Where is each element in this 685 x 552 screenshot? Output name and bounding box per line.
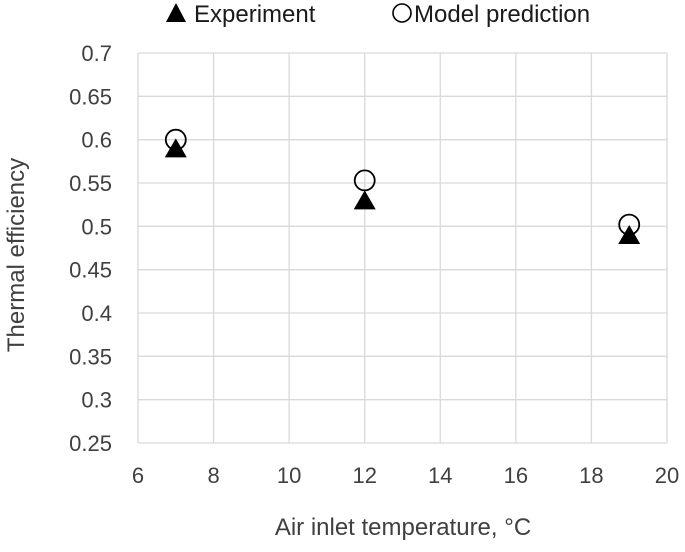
experiment-point — [353, 190, 376, 210]
legend-triangle-icon — [166, 3, 186, 22]
y-tick-label: 0.55 — [69, 171, 112, 196]
x-tick-label: 8 — [207, 463, 219, 488]
x-axis-title: Air inlet temperature, °C — [275, 514, 531, 541]
y-tick-label: 0.65 — [69, 84, 112, 109]
x-tick-label: 20 — [655, 463, 679, 488]
legend: Experiment Model prediction — [166, 1, 590, 28]
x-tick-label: 16 — [504, 463, 528, 488]
legend-label-model-prediction: Model prediction — [414, 1, 590, 28]
x-tick-label: 14 — [428, 463, 452, 488]
grid — [137, 52, 668, 444]
experiment-point — [164, 138, 187, 158]
y-tick-label: 0.25 — [69, 431, 112, 456]
y-axis-title: Thermal efficiency — [3, 158, 30, 352]
x-tick-label: 10 — [277, 463, 301, 488]
tick-labels: 6 8 10 12 14 16 18 20 0.25 0.3 0.35 0.4 0.45 0.5 0.55 0… — [69, 41, 679, 488]
legend-circle-icon — [392, 3, 412, 23]
legend-label-experiment: Experiment — [194, 1, 316, 28]
y-tick-label: 0.35 — [69, 344, 112, 369]
legend-item-model-prediction: Model prediction — [392, 1, 590, 28]
y-tick-label: 0.45 — [69, 258, 112, 283]
y-tick-label: 0.4 — [81, 301, 112, 326]
x-tick-label: 6 — [132, 463, 144, 488]
model-prediction-point — [618, 213, 641, 236]
y-tick-label: 0.7 — [81, 41, 112, 66]
data-markers — [164, 128, 641, 244]
model-prediction-point — [353, 169, 376, 192]
model-prediction-point — [164, 128, 187, 151]
x-tick-label: 12 — [352, 463, 376, 488]
x-tick-label: 18 — [579, 463, 603, 488]
y-tick-label: 0.6 — [81, 128, 112, 153]
y-tick-label: 0.3 — [81, 388, 112, 413]
legend-item-experiment: Experiment — [166, 1, 316, 28]
y-tick-label: 0.5 — [81, 214, 112, 239]
